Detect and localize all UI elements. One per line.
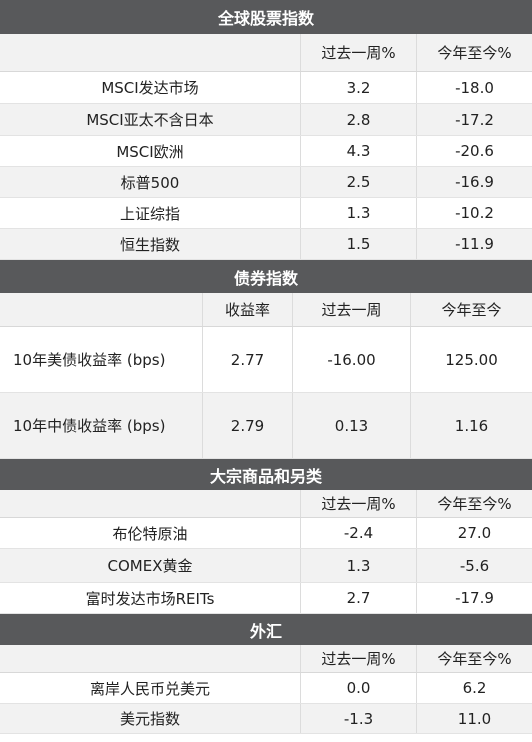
equity-col-week: 过去一周%	[300, 34, 416, 71]
row-name: 上证综指	[119, 204, 180, 223]
commodity-col-name	[0, 490, 300, 517]
equity-section-title: 全球股票指数	[217, 9, 314, 28]
row-ytd: 27.0	[416, 518, 532, 548]
row-name: 恒生指数	[119, 235, 180, 254]
table-row: 离岸人民币兑美元 0.0 6.2	[0, 673, 532, 704]
commodity-section-header: 大宗商品和另类	[0, 459, 532, 490]
row-name: MSCI亚太不含日本	[86, 111, 214, 129]
row-week: 0.13	[292, 393, 410, 458]
bond-col-name	[0, 293, 202, 326]
bond-col-week: 过去一周	[292, 293, 410, 326]
row-week: 2.8	[300, 104, 416, 135]
table-row: MSCI亚太不含日本 2.8 -17.2	[0, 104, 532, 136]
row-ytd: -20.6	[416, 136, 532, 166]
row-name: MSCI发达市场	[101, 79, 199, 97]
table-row: MSCI发达市场 3.2 -18.0	[0, 72, 532, 104]
row-ytd: -10.2	[416, 198, 532, 228]
fx-section-header: 外汇	[0, 614, 532, 645]
row-ytd: -16.9	[416, 167, 532, 197]
equity-col-name	[0, 34, 300, 71]
row-name: COMEX黄金	[107, 557, 193, 575]
row-name: 10年中债收益率 (bps)	[13, 417, 166, 435]
row-ytd: -17.2	[416, 104, 532, 135]
row-name: 富时发达市场REITs	[85, 589, 215, 608]
row-week: -2.4	[300, 518, 416, 548]
row-ytd: -5.6	[416, 549, 532, 582]
row-ytd: -11.9	[416, 229, 532, 259]
fx-col-name	[0, 645, 300, 672]
row-week: 1.3	[300, 198, 416, 228]
commodity-col-week: 过去一周%	[300, 490, 416, 517]
bond-col-ytd: 今年至今	[410, 293, 532, 326]
row-week: 0.0	[300, 673, 416, 703]
commodity-col-ytd: 今年至今%	[416, 490, 532, 517]
bond-column-header: 收益率 过去一周 今年至今	[0, 293, 532, 327]
row-week: -16.00	[292, 327, 410, 392]
row-ytd: 125.00	[410, 327, 532, 392]
row-week: 1.3	[300, 549, 416, 582]
row-week: 4.3	[300, 136, 416, 166]
table-row: 标普500 2.5 -16.9	[0, 167, 532, 198]
row-yield: 2.77	[202, 327, 292, 392]
bond-section-header: 债券指数	[0, 260, 532, 293]
row-ytd: 11.0	[416, 704, 532, 733]
equity-col-ytd: 今年至今%	[416, 34, 532, 71]
table-row: 10年美债收益率 (bps) 2.77 -16.00 125.00	[0, 327, 532, 393]
row-name: 美元指数	[119, 710, 180, 728]
row-name: 布伦特原油	[112, 524, 188, 543]
row-ytd: -17.9	[416, 583, 532, 613]
table-row: COMEX黄金 1.3 -5.6	[0, 549, 532, 583]
row-name: MSCI欧洲	[116, 142, 184, 161]
table-row: 美元指数 -1.3 11.0	[0, 704, 532, 734]
row-ytd: 6.2	[416, 673, 532, 703]
row-name: 标普500	[120, 173, 180, 192]
row-week: 3.2	[300, 72, 416, 103]
row-name: 10年美债收益率 (bps)	[13, 351, 166, 369]
table-row: 布伦特原油 -2.4 27.0	[0, 518, 532, 549]
table-row: 富时发达市场REITs 2.7 -17.9	[0, 583, 532, 614]
fx-col-ytd: 今年至今%	[416, 645, 532, 672]
row-week: 2.7	[300, 583, 416, 613]
row-ytd: -18.0	[416, 72, 532, 103]
equity-section-header: 全球股票指数	[0, 0, 532, 34]
commodity-section-title: 大宗商品和另类	[209, 466, 322, 486]
fx-section-title: 外汇	[249, 621, 282, 641]
row-week: 2.5	[300, 167, 416, 197]
row-week: -1.3	[300, 704, 416, 733]
row-ytd: 1.16	[410, 393, 532, 458]
fx-column-header: 过去一周% 今年至今%	[0, 645, 532, 673]
table-row: 恒生指数 1.5 -11.9	[0, 229, 532, 260]
row-week: 1.5	[300, 229, 416, 259]
bond-section-title: 债券指数	[233, 268, 298, 288]
table-row: 上证综指 1.3 -10.2	[0, 198, 532, 229]
table-row: 10年中债收益率 (bps) 2.79 0.13 1.16	[0, 393, 532, 459]
bond-col-yield: 收益率	[202, 293, 292, 326]
fx-col-week: 过去一周%	[300, 645, 416, 672]
row-name: 离岸人民币兑美元	[89, 679, 210, 698]
table-row: MSCI欧洲 4.3 -20.6	[0, 136, 532, 167]
commodity-column-header: 过去一周% 今年至今%	[0, 490, 532, 518]
equity-column-header: 过去一周% 今年至今%	[0, 34, 532, 72]
row-yield: 2.79	[202, 393, 292, 458]
